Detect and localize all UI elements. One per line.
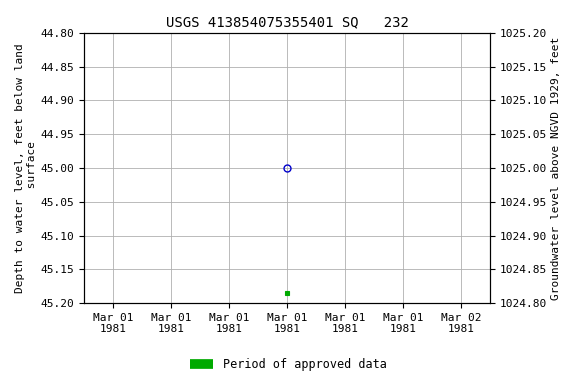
Y-axis label: Depth to water level, feet below land
 surface: Depth to water level, feet below land su…	[15, 43, 37, 293]
Y-axis label: Groundwater level above NGVD 1929, feet: Groundwater level above NGVD 1929, feet	[551, 36, 561, 300]
Legend: Period of approved data: Period of approved data	[185, 354, 391, 376]
Title: USGS 413854075355401 SQ   232: USGS 413854075355401 SQ 232	[166, 15, 408, 29]
